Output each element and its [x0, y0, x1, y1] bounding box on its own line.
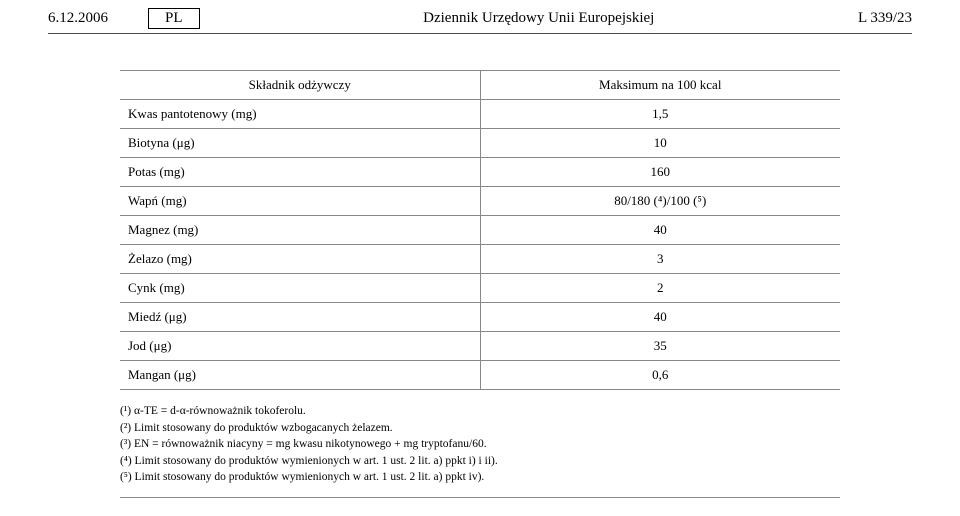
nutrient-value: 10	[480, 129, 840, 158]
table-row: Magnez (mg)40	[120, 216, 840, 245]
footnote-line: (¹) α-TE = d-α-równoważnik tokoferolu.	[120, 404, 840, 420]
nutrient-label: Biotyna (μg)	[120, 129, 480, 158]
nutrient-value: 40	[480, 303, 840, 332]
nutrient-label: Kwas pantotenowy (mg)	[120, 100, 480, 129]
table-row: Potas (mg)160	[120, 158, 840, 187]
nutrient-label: Żelazo (mg)	[120, 245, 480, 274]
footnote-line: (⁵) Limit stosowany do produktów wymieni…	[120, 470, 840, 486]
footnote-line: (⁴) Limit stosowany do produktów wymieni…	[120, 454, 840, 470]
header-language-badge: PL	[148, 8, 200, 29]
table-row: Miedź (μg)40	[120, 303, 840, 332]
footnote-line: (²) Limit stosowany do produktów wzbogac…	[120, 421, 840, 437]
nutrient-value: 0,6	[480, 361, 840, 390]
nutrient-value: 2	[480, 274, 840, 303]
nutrient-value: 80/180 (⁴)/100 (⁵)	[480, 187, 840, 216]
nutrient-value: 1,5	[480, 100, 840, 129]
header-date: 6.12.2006	[48, 10, 108, 27]
nutrient-label: Potas (mg)	[120, 158, 480, 187]
table-row: Żelazo (mg)3	[120, 245, 840, 274]
nutrient-value: 40	[480, 216, 840, 245]
header-rule	[48, 33, 912, 34]
nutrient-value: 3	[480, 245, 840, 274]
footnotes: (¹) α-TE = d-α-równoważnik tokoferolu.(²…	[120, 404, 840, 498]
table-row: Wapń (mg)80/180 (⁴)/100 (⁵)	[120, 187, 840, 216]
table-col-header-maximum: Maksimum na 100 kcal	[480, 71, 840, 100]
table-row: Mangan (μg)0,6	[120, 361, 840, 390]
page-header: 6.12.2006 PL Dziennik Urzędowy Unii Euro…	[0, 0, 960, 33]
nutrient-table-wrap: Składnik odżywczy Maksimum na 100 kcal K…	[120, 70, 840, 390]
nutrient-label: Jod (μg)	[120, 332, 480, 361]
table-row: Cynk (mg)2	[120, 274, 840, 303]
nutrient-label: Mangan (μg)	[120, 361, 480, 390]
nutrient-label: Miedź (μg)	[120, 303, 480, 332]
nutrient-label: Cynk (mg)	[120, 274, 480, 303]
footnote-line: (³) EN = równoważnik niacyny = mg kwasu …	[120, 437, 840, 453]
nutrient-value: 35	[480, 332, 840, 361]
header-page-ref: L 339/23	[858, 10, 912, 27]
table-row: Biotyna (μg)10	[120, 129, 840, 158]
table-row: Jod (μg)35	[120, 332, 840, 361]
nutrient-table: Składnik odżywczy Maksimum na 100 kcal K…	[120, 70, 840, 390]
table-row: Kwas pantotenowy (mg)1,5	[120, 100, 840, 129]
header-journal-title: Dziennik Urzędowy Unii Europejskiej	[260, 10, 818, 27]
nutrient-label: Wapń (mg)	[120, 187, 480, 216]
table-header-row: Składnik odżywczy Maksimum na 100 kcal	[120, 71, 840, 100]
table-col-header-nutrient: Składnik odżywczy	[120, 71, 480, 100]
nutrient-label: Magnez (mg)	[120, 216, 480, 245]
nutrient-value: 160	[480, 158, 840, 187]
